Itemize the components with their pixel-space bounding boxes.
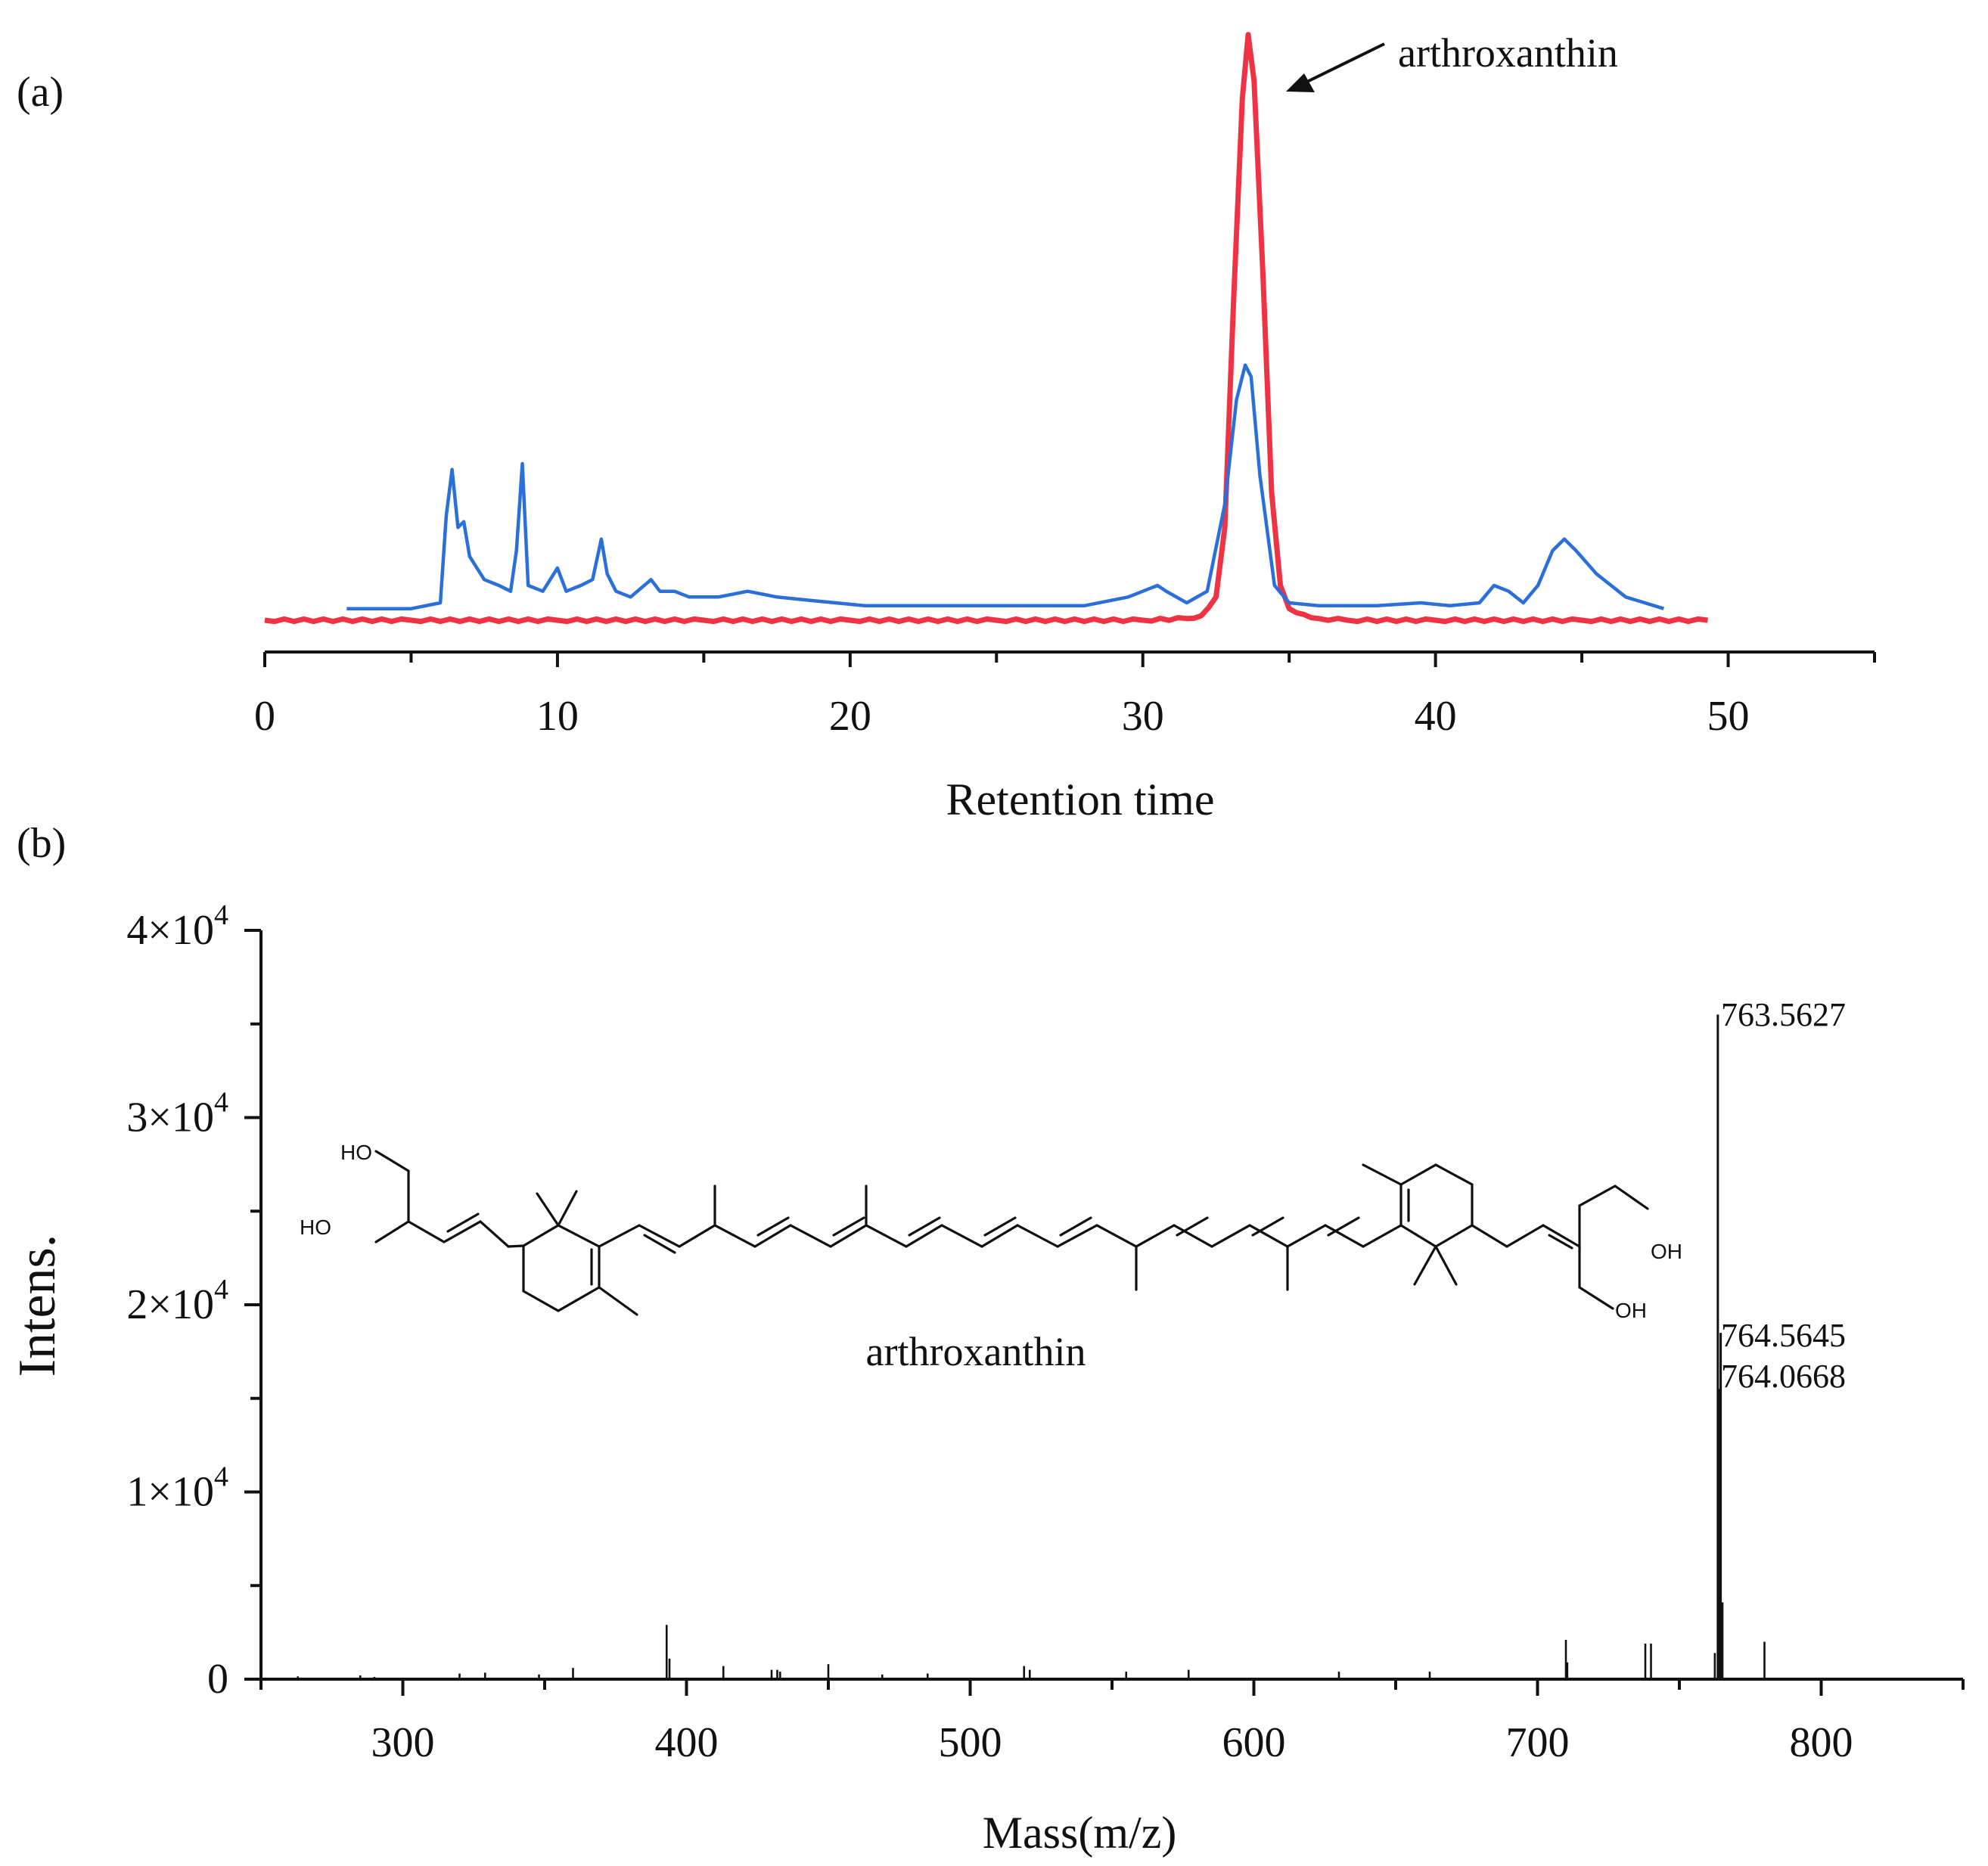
panel-b-label: (b) <box>17 820 66 867</box>
arthroxanthin-annotation: arthroxanthin <box>1286 30 1618 92</box>
y-tick-exponent: 4 <box>214 1274 228 1306</box>
mass-spectrum-x-tick-label: 300 <box>371 1719 435 1766</box>
atom-label-ho-1: HO <box>340 1141 372 1164</box>
mass-spectrum-x-tick-label: 400 <box>655 1719 719 1766</box>
annotation-arrow-shaft <box>1306 42 1385 83</box>
chromatogram-x-tick-label: 10 <box>536 693 579 740</box>
peak-label-763: 763.5627 <box>1721 996 1846 1033</box>
mass-spectrum-y-tick-label: 1×104 <box>126 1461 228 1516</box>
y-tick-exponent: 4 <box>214 1087 228 1119</box>
y-tick-exponent: 4 <box>214 1461 228 1493</box>
structure-name-label: arthroxanthin <box>866 1329 1086 1374</box>
mass-spectrum-peaks <box>297 1014 1766 1679</box>
mass-spectrum-y-tick-label: 4×104 <box>126 899 228 954</box>
structure-atom-labels: HO HO OH OH <box>300 1141 1682 1322</box>
mass-spectrum-y-tick-label: 3×104 <box>126 1087 228 1141</box>
chromatogram-x-tick-label: 40 <box>1415 693 1457 740</box>
peak-label-764-0: 764.0668 <box>1721 1358 1846 1395</box>
mass-spectrum-axes: 300 400 500 600 700 800 0 1×104 2×104 3×104 4×104 <box>126 899 1965 1766</box>
mass-spectrum-y-axis-title: Intens. <box>8 1234 67 1377</box>
chromatogram-line-standard <box>264 32 1708 625</box>
mass-spectrum-x-tick-label: 600 <box>1222 1719 1286 1766</box>
chromatogram-x-tick-label: 30 <box>1122 693 1164 740</box>
panel-a-label: (a) <box>17 69 64 116</box>
atom-label-ho-2: HO <box>300 1216 331 1239</box>
chromatogram-x-axis: 0 10 20 30 40 50 <box>254 650 1876 740</box>
mass-spectrum-x-axis-title: Mass(m/z) <box>983 1808 1177 1858</box>
chromatogram-x-tick-label: 50 <box>1707 693 1750 740</box>
chromatogram-line-sample <box>346 363 1665 610</box>
mass-spectrum-x-tick-label: 800 <box>1790 1719 1853 1766</box>
peak-label-764-5: 764.5645 <box>1721 1317 1846 1354</box>
y-tick-exponent: 4 <box>214 899 228 931</box>
panel-a: (a) 0 10 20 30 40 50 Retention time arthroxan… <box>17 30 1876 824</box>
panel-b: (b) 300 400 500 600 700 800 01×1042×1043×1044… <box>8 820 1965 1858</box>
mass-spectrum-x-tick-label: 500 <box>939 1719 1002 1766</box>
annotation-arrow-head <box>1286 73 1315 92</box>
chromatogram-plot <box>264 32 1708 625</box>
mass-spectrum-y-tick-label: 2×104 <box>126 1274 228 1328</box>
arthroxanthin-structure <box>374 1150 1649 1316</box>
chromatogram-x-tick-label: 20 <box>829 693 871 740</box>
mass-spectrum-x-tick-label: 700 <box>1506 1719 1570 1766</box>
peak-labels: 763.5627 764.5645 764.0668 <box>1721 996 1846 1395</box>
chromatogram-x-tick-label: 0 <box>254 693 275 740</box>
annotation-label: arthroxanthin <box>1398 30 1618 76</box>
atom-label-oh-2: OH <box>1615 1299 1647 1322</box>
atom-label-oh-1: OH <box>1651 1240 1682 1263</box>
mass-spectrum-y-tick-label: 0 <box>207 1656 228 1703</box>
chromatogram-x-axis-title: Retention time <box>946 775 1215 824</box>
